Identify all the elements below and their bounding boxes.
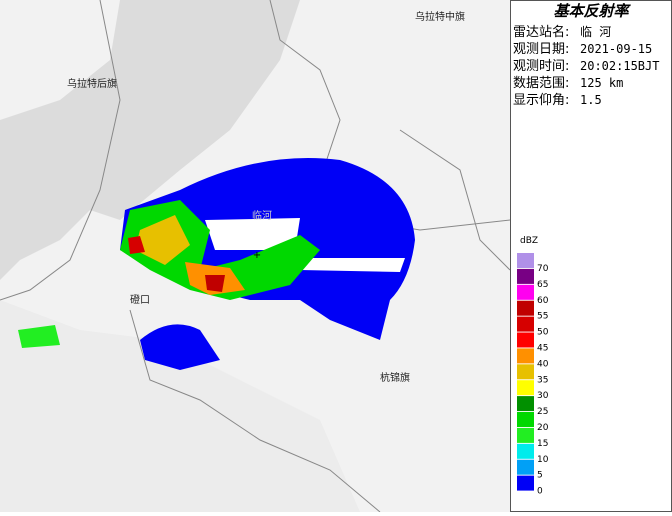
field-value: 1.5 — [580, 93, 602, 107]
legend-value: 0 — [537, 487, 543, 497]
place-label: 磴口 — [130, 293, 150, 306]
field-label: 观测时间: — [513, 59, 569, 74]
legend-swatch — [517, 268, 534, 284]
info-panel — [510, 0, 672, 512]
legend-swatch — [517, 396, 534, 412]
field-value: 临 河 — [580, 25, 611, 39]
legend-unit: dBZ — [520, 236, 538, 246]
legend-value: 25 — [537, 407, 548, 417]
legend-value: 45 — [537, 344, 548, 354]
field-label: 数据范围: — [513, 76, 569, 91]
legend-swatch — [517, 284, 534, 300]
legend-swatch — [517, 443, 534, 459]
legend-value: 30 — [537, 391, 549, 401]
legend-value: 50 — [537, 328, 549, 338]
legend-swatch — [517, 253, 534, 268]
field-value: 2021-09-15 — [580, 42, 652, 56]
field-label: 雷达站名: — [513, 24, 569, 40]
legend-value: 20 — [537, 423, 549, 433]
radar-center: + — [253, 250, 261, 261]
legend-swatch — [517, 348, 534, 364]
legend-value: 40 — [537, 359, 549, 369]
place-label: 杭锦旗 — [380, 371, 410, 384]
legend-swatch — [517, 380, 534, 396]
radar-echo — [18, 158, 415, 370]
legend-swatch — [517, 316, 534, 332]
place-label: 乌拉特后旗 — [67, 77, 117, 90]
legend-swatch — [517, 459, 534, 475]
legend-swatch — [517, 475, 534, 491]
legend-value: 35 — [537, 375, 548, 385]
legend-value: 70 — [537, 264, 549, 274]
legend-value: 60 — [537, 296, 549, 306]
legend-swatch — [517, 332, 534, 348]
field-value: 20:02:15BJT — [580, 59, 659, 73]
legend-value: 15 — [537, 439, 548, 449]
place-label: 临河 — [252, 209, 272, 222]
place-label: 乌拉特中旗 — [415, 10, 465, 23]
legend-swatch — [517, 364, 534, 380]
legend-value: 65 — [537, 280, 548, 290]
legend-value: 55 — [537, 312, 548, 322]
terrain — [0, 0, 300, 280]
legend-swatch — [517, 412, 534, 427]
terrain — [0, 300, 360, 512]
legend-value: 10 — [537, 455, 549, 465]
legend-value: 5 — [537, 471, 543, 481]
panel-title: 基本反射率 — [553, 2, 631, 20]
legend-swatch — [517, 427, 534, 443]
field-label: 观测日期: — [513, 42, 569, 57]
field-value: 125 km — [580, 76, 623, 90]
field-label: 显示仰角: — [513, 93, 569, 108]
legend-swatch — [517, 300, 534, 316]
